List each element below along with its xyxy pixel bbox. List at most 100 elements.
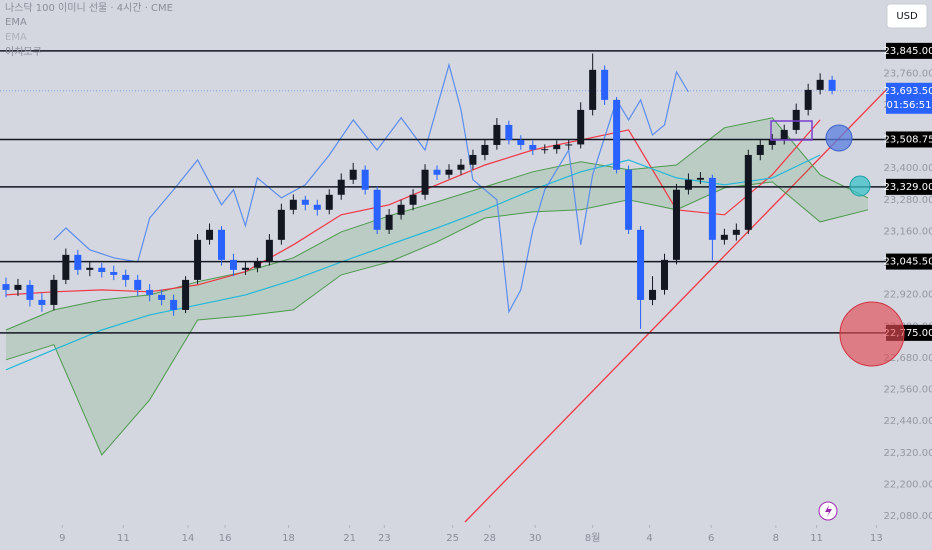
y-tick-label: 23,400.00 xyxy=(884,163,932,174)
candle-body xyxy=(816,79,824,90)
candle-body xyxy=(696,177,704,180)
x-tick-label: 8 xyxy=(773,533,779,544)
candle-body xyxy=(86,267,94,270)
x-tick-label: 18 xyxy=(282,533,295,544)
candle-body xyxy=(804,89,812,110)
circle-drawing xyxy=(839,301,905,367)
x-tick-label: 11 xyxy=(117,533,130,544)
x-tick-label: 28 xyxy=(483,533,496,544)
candle-body xyxy=(780,129,788,140)
candle-body xyxy=(194,239,202,280)
y-tick-label: 22,080.00 xyxy=(884,511,932,522)
candle-body xyxy=(469,154,477,165)
y-tick-label: 22,320.00 xyxy=(884,448,932,459)
candle-body xyxy=(229,259,237,270)
y-tick-label: 23,280.00 xyxy=(884,195,932,206)
x-tick-label: 4 xyxy=(646,533,652,544)
x-tick-label: 13 xyxy=(870,533,883,544)
candle-body xyxy=(445,169,453,175)
level-label-box xyxy=(886,131,932,148)
x-tick-label: 14 xyxy=(182,533,195,544)
candle-body xyxy=(625,169,633,230)
candle-body xyxy=(613,99,621,170)
circle-drawing xyxy=(825,124,853,152)
level-label: 23,845.00 xyxy=(884,46,932,57)
y-tick-label: 23,160.00 xyxy=(884,226,932,237)
candle-body xyxy=(301,199,309,205)
x-tick-label: 6 xyxy=(708,533,714,544)
candle-body xyxy=(481,144,489,155)
candle-body xyxy=(26,284,34,300)
candle-body xyxy=(649,289,657,300)
level-label-box xyxy=(886,42,932,59)
candle-body xyxy=(637,229,645,300)
candle-body xyxy=(218,229,225,260)
candle-body xyxy=(50,279,58,305)
candle-body xyxy=(397,204,405,215)
candle-body xyxy=(589,69,597,110)
candle-body xyxy=(708,177,716,240)
candle-body xyxy=(289,199,297,210)
level-label-box xyxy=(886,253,932,270)
x-tick-label: 11 xyxy=(810,533,823,544)
legend-entry[interactable]: 이치모쿠 xyxy=(5,46,42,58)
candle-body xyxy=(493,124,501,145)
plot-area xyxy=(0,50,886,523)
candle-body xyxy=(110,271,118,275)
candle-body xyxy=(457,164,465,170)
candle-body xyxy=(182,279,190,310)
candle-body xyxy=(421,169,429,195)
annotations xyxy=(770,120,905,521)
candle-body xyxy=(672,189,680,260)
candle-body xyxy=(601,69,609,100)
candle-body xyxy=(828,79,836,91)
y-tick-label: 22,920.00 xyxy=(884,290,932,301)
chart-title: 나스닥 100 이미니 선물 · 4시간 · CME xyxy=(5,2,173,14)
candle-body xyxy=(409,194,417,205)
y-tick-label: 22,200.00 xyxy=(884,479,932,490)
currency-label: USD xyxy=(896,11,918,22)
level-label: 23,045.50 xyxy=(884,257,932,268)
x-tick-label: 30 xyxy=(529,533,542,544)
candle-body xyxy=(385,214,393,230)
candle-body xyxy=(541,149,549,151)
candle-body xyxy=(2,284,10,290)
candle-body xyxy=(206,229,214,240)
legend-entry[interactable]: EMA xyxy=(5,32,27,43)
x-tick-label: 16 xyxy=(219,533,232,544)
legend-entry[interactable]: EMA xyxy=(5,17,27,28)
trend-line xyxy=(464,89,886,523)
candle-body xyxy=(38,299,46,305)
last-price-label: 23,693.50 xyxy=(884,86,932,97)
candle-body xyxy=(505,124,513,140)
x-tick-label: 23 xyxy=(378,533,391,544)
candle-body xyxy=(529,144,537,150)
candle-body xyxy=(361,169,369,190)
candle-body xyxy=(565,144,573,146)
x-tick-label: 21 xyxy=(343,533,356,544)
candle-body xyxy=(14,284,22,290)
candle-body xyxy=(158,294,166,300)
box-drawing xyxy=(770,120,813,141)
candle-body xyxy=(768,139,776,145)
candle-body xyxy=(241,267,249,270)
candle-body xyxy=(265,239,273,262)
candle-body xyxy=(433,169,441,175)
candle-body xyxy=(756,144,764,155)
candle-body xyxy=(661,259,668,290)
candle-body xyxy=(325,194,333,210)
y-tick-label: 23,760.00 xyxy=(884,68,932,79)
candle-body xyxy=(720,234,728,240)
level-label: 22,775.00 xyxy=(884,328,932,339)
candle-body xyxy=(744,154,752,230)
circle-drawing xyxy=(849,175,871,197)
candle-body xyxy=(146,289,154,295)
countdown-label: 01:56:51 xyxy=(887,100,932,111)
candle-body xyxy=(122,274,130,280)
x-tick-label: 25 xyxy=(446,533,459,544)
candle-body xyxy=(517,139,525,145)
currency-button[interactable] xyxy=(886,3,928,29)
candle-body xyxy=(553,144,561,150)
